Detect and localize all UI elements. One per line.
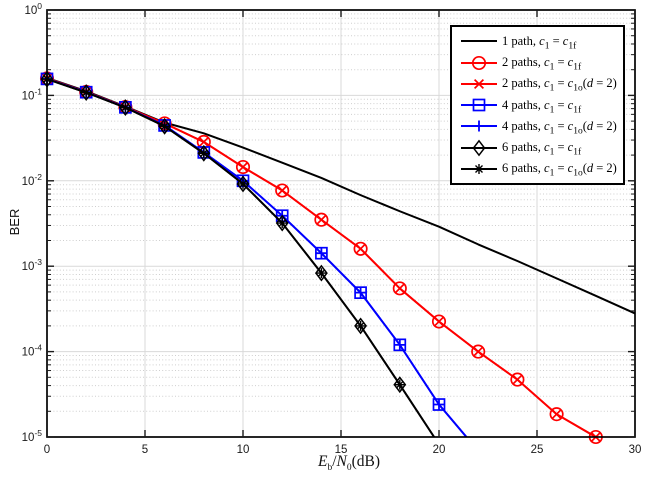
legend-marker-square-icon	[461, 98, 497, 112]
legend-item-2: 2 paths, c1 = c1f	[459, 54, 623, 72]
legend-item-5: 4 paths, c1 = c1o(d = 2)	[459, 117, 623, 137]
y-tick-label: 10-3	[22, 257, 43, 273]
y-axis-label: BER	[7, 208, 22, 236]
x-tick-label: 25	[531, 444, 544, 456]
legend-label: 2 paths, c1 = c1f	[502, 55, 582, 73]
legend-marker-x-icon	[461, 78, 497, 89]
y-tick-label: 10-5	[22, 428, 43, 444]
legend-label: 6 paths, c1 = c1o(d = 2)	[502, 161, 617, 179]
legend-item-7: 6 paths, c1 = c1o(d = 2)	[459, 160, 623, 179]
series-7	[42, 74, 435, 438]
x-tick-label: 0	[44, 444, 50, 456]
x-tick-label: 10	[237, 444, 250, 456]
legend-item-4: 4 paths, c1 = c1f	[459, 96, 623, 115]
legend-marker-diamond-icon	[461, 139, 497, 156]
y-tick-label: 100	[24, 1, 42, 17]
legend: 1 path, c1 = c1f 2 paths, c1 = c1f 2 paths…	[450, 25, 625, 185]
x-tick-label: 30	[629, 444, 642, 456]
legend-label: 4 paths, c1 = c1o(d = 2)	[502, 118, 617, 137]
legend-item-6: 6 paths, c1 = c1f	[459, 139, 623, 157]
legend-item-3: 2 paths, c1 = c1o(d = 2)	[459, 75, 623, 94]
y-tick-label: 10-2	[22, 172, 43, 188]
legend-marker-circle-icon	[461, 55, 497, 70]
x-tick-label: 5	[142, 444, 148, 456]
y-tick-label: 10-4	[22, 343, 43, 359]
legend-label: 4 paths, c1 = c1f	[502, 97, 582, 115]
legend-label: 2 paths, c1 = c1o(d = 2)	[502, 76, 617, 94]
x-tick-label: 20	[433, 444, 446, 456]
legend-marker-asterisk-icon	[461, 163, 497, 174]
y-tick-label: 10-1	[22, 86, 43, 102]
x-tick-label: 15	[335, 444, 348, 456]
legend-marker-none-icon	[461, 40, 497, 43]
legend-marker-plus-icon	[461, 120, 497, 132]
legend-label: 1 path, c1 = c1f	[502, 33, 577, 52]
legend-label: 6 paths, c1 = c1f	[502, 140, 582, 158]
x-axis-label: Eb/N0(dB)	[317, 453, 381, 474]
legend-item-1: 1 path, c1 = c1f	[459, 32, 623, 52]
